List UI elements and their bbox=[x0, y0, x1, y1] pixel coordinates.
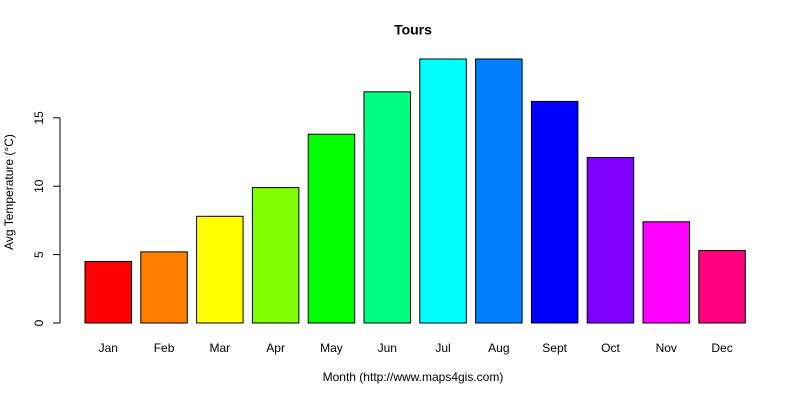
x-tick-label: Jul bbox=[435, 341, 450, 355]
bar bbox=[196, 215, 244, 324]
x-tick-label: Apr bbox=[266, 341, 285, 355]
x-tick-label: Oct bbox=[601, 341, 620, 355]
chart-title: Tours bbox=[394, 22, 432, 38]
x-tick-label: Nov bbox=[656, 341, 677, 355]
y-tick-label: 10 bbox=[32, 179, 46, 193]
bar bbox=[419, 58, 467, 324]
bar bbox=[698, 250, 746, 324]
x-tick-label: Sept bbox=[542, 341, 567, 355]
bar bbox=[475, 58, 523, 324]
y-tick-label: 5 bbox=[32, 251, 46, 258]
bar bbox=[140, 251, 188, 324]
x-tick-label: Aug bbox=[488, 341, 509, 355]
x-tick-label: Jun bbox=[378, 341, 397, 355]
bar bbox=[363, 91, 411, 324]
bar bbox=[251, 187, 300, 324]
x-tick-label: Dec bbox=[711, 341, 732, 355]
x-tick-label: Feb bbox=[154, 341, 175, 355]
bar bbox=[530, 100, 579, 324]
bar bbox=[84, 260, 132, 324]
y-axis-title: Avg Temperature (°C) bbox=[2, 134, 16, 250]
x-axis-title: Month (http://www.maps4gis.com) bbox=[323, 370, 504, 384]
bar bbox=[642, 221, 690, 324]
y-tick-label: 0 bbox=[32, 319, 46, 326]
bar bbox=[307, 133, 356, 324]
y-tick-label: 15 bbox=[32, 111, 46, 125]
bar bbox=[586, 156, 635, 324]
x-tick-label: May bbox=[320, 341, 343, 355]
x-tick-label: Mar bbox=[210, 341, 231, 355]
x-tick-label: Jan bbox=[99, 341, 118, 355]
